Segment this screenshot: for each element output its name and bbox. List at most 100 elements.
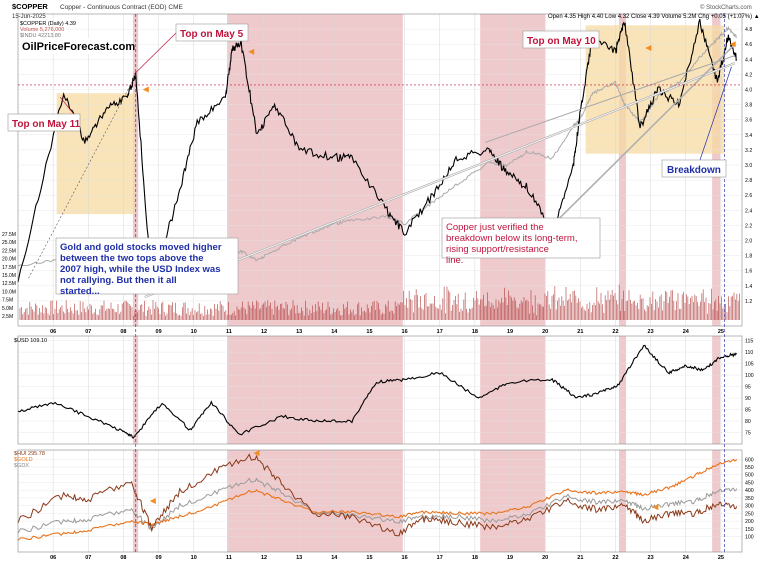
legend-copper: $COPPER (Daily) 4.39: [20, 21, 76, 27]
shaded-period: [712, 450, 721, 552]
callout-breakdown: Breakdown: [661, 159, 727, 178]
x-tick-label: 08: [120, 555, 126, 561]
x-tick-label: 11: [226, 555, 232, 561]
x-tick-label: 20: [542, 329, 548, 335]
x-tick-label: 22: [612, 329, 618, 335]
x-tick-label: 09: [156, 329, 162, 335]
copper-tick-label: 3.0: [745, 163, 752, 169]
hui-line: [17, 453, 738, 537]
chart-symbol: $COPPER: [12, 2, 48, 11]
x-tick-label: 10: [191, 555, 197, 561]
callout-top-may5-label: Top on May 5: [180, 29, 244, 40]
x-tick-label: 18: [472, 329, 478, 335]
copper-tick-label: 4.4: [745, 57, 752, 63]
shaded-period: [227, 14, 403, 326]
x-tick-label: 15: [366, 555, 372, 561]
usd-tick-label: 110: [745, 350, 753, 356]
copper-tick-label: 3.2: [745, 148, 752, 154]
usd-tick-label: 75: [745, 431, 751, 437]
copper-tick-label: 1.6: [745, 269, 752, 275]
usd-tick-label: 90: [745, 396, 751, 402]
gold-tick-label: 250: [745, 511, 754, 517]
copper-tick-label: 1.2: [745, 299, 752, 305]
x-tick-label: 14: [331, 329, 338, 335]
x-tick-label: 22: [612, 555, 618, 561]
shaded-period: [712, 336, 721, 444]
x-tick-label: 08: [120, 329, 126, 335]
shaded-period: [618, 336, 627, 444]
copper-tick-label: 1.8: [745, 254, 752, 260]
volume-tick-label: 2.5M: [2, 314, 13, 320]
chart-watermark: © StockCharts.com: [700, 4, 752, 11]
x-tick-label: 14: [331, 555, 338, 561]
callout-copper-note: Copper just verified the breakdown below …: [441, 217, 601, 266]
callout-top-may10-label: Top on May 10: [527, 36, 596, 47]
legend-gold: $GOLD: [14, 457, 33, 463]
callout-top-may11-label: Top on May 11: [12, 119, 81, 130]
x-tick-label: 12: [261, 555, 267, 561]
volume-tick-label: 10.0M: [2, 289, 16, 295]
copper-tick-label: 2.8: [745, 178, 752, 184]
volume-tick-label: 22.5M: [2, 248, 16, 254]
callout-top-may10: Top on May 10: [522, 30, 600, 49]
volume-tick-label: 15.0M: [2, 273, 16, 279]
orange-arrow-icon: [645, 44, 652, 51]
x-tick-label: 18: [472, 555, 478, 561]
copper-tick-label: 2.0: [745, 239, 752, 245]
x-tick-label: 25: [718, 329, 724, 335]
panel-frame: [17, 13, 743, 327]
copper-tick-label: 2.4: [745, 208, 752, 214]
copper-tick-label: 3.6: [745, 118, 752, 124]
orange-arrow-icon: [142, 86, 149, 93]
x-tick-label: 25: [718, 555, 724, 561]
gold-tick-label: 450: [745, 480, 754, 486]
copper-tick-label: 3.8: [745, 103, 752, 109]
panel-frame: [17, 335, 743, 445]
trend-line-3: [485, 55, 736, 143]
chart-description: Copper - Continuous Contract (EOD) CME: [60, 4, 183, 11]
volume-tick-label: 12.5M: [2, 281, 16, 287]
orange-arrow-icon: [253, 450, 260, 457]
legend-usd: $USD 109.10: [14, 338, 47, 344]
orange-arrow-icon: [248, 48, 255, 55]
shaded-period: [618, 14, 627, 326]
x-tick-label: 15: [366, 329, 372, 335]
x-tick-label: 07: [85, 329, 91, 335]
gold-tick-label: 550: [745, 465, 754, 471]
callout-pointer: [699, 66, 732, 161]
orange-arrow-icon: [149, 498, 156, 504]
x-tick-label: 24: [683, 329, 690, 335]
x-tick-label: 06: [50, 555, 56, 561]
gold-tick-label: 100: [745, 535, 754, 541]
usd-tick-label: 85: [745, 408, 751, 414]
x-tick-label: 07: [85, 555, 91, 561]
x-tick-label: 10: [191, 329, 197, 335]
x-tick-label: 16: [402, 555, 408, 561]
usd-tick-label: 100: [745, 373, 754, 379]
x-tick-label: 11: [226, 329, 232, 335]
usd-tick-label: 80: [745, 419, 751, 425]
x-tick-label: 17: [437, 555, 443, 561]
gold-line: [17, 458, 738, 541]
gold-tick-label: 200: [745, 519, 754, 525]
legend-gdx: $GDX: [14, 463, 29, 469]
copper-tick-label: 2.6: [745, 193, 752, 199]
gold-tick-label: 500: [745, 473, 754, 479]
usd-tick-label: 105: [745, 362, 754, 368]
gold-tick-label: 300: [745, 504, 754, 510]
volume-tick-label: 17.5M: [2, 265, 16, 271]
callout-gold-note-text: Gold and gold stocks moved higher between…: [60, 242, 222, 297]
x-tick-label: 19: [507, 555, 513, 561]
legend-volume: Volume 5,276,000: [20, 27, 64, 33]
callout-pointer: [133, 32, 177, 75]
gold-tick-label: 350: [745, 496, 754, 502]
chart-date: 15-Jun-2025: [12, 14, 46, 20]
x-tick-label: 16: [402, 329, 408, 335]
support-line-2: [551, 43, 736, 226]
volume-tick-label: 7.5M: [2, 298, 13, 304]
usd-tick-label: 95: [745, 385, 751, 391]
copper-tick-label: 2.2: [745, 223, 752, 229]
x-tick-label: 21: [577, 555, 583, 561]
